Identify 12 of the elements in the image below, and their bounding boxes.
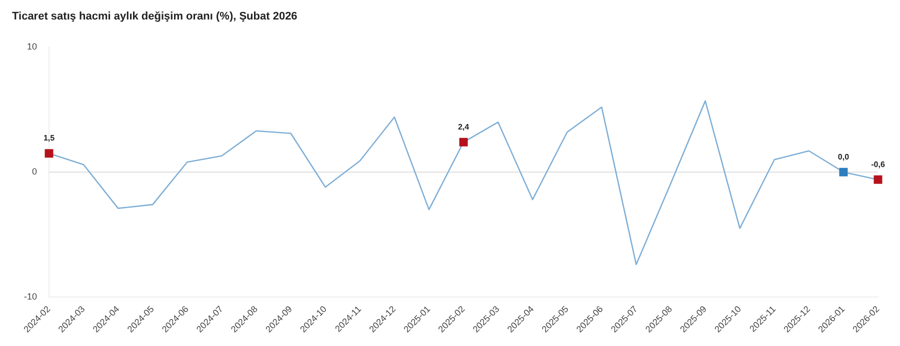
y-tick-label: 10 xyxy=(26,42,38,52)
data-label: -0,6 xyxy=(871,160,886,169)
data-label: 0,0 xyxy=(838,152,850,162)
point xyxy=(874,175,882,184)
data-label: 2,4 xyxy=(458,122,470,132)
chart-title: Ticaret satış hacmi aylık değişim oranı (%), Şubat 2026 xyxy=(12,10,298,23)
data-label: 1,5 xyxy=(43,134,56,143)
y-tick-label: -10 xyxy=(24,291,38,302)
point xyxy=(839,168,848,176)
point xyxy=(459,138,468,146)
y-tick-label: 0 xyxy=(32,166,38,177)
point xyxy=(44,149,54,158)
